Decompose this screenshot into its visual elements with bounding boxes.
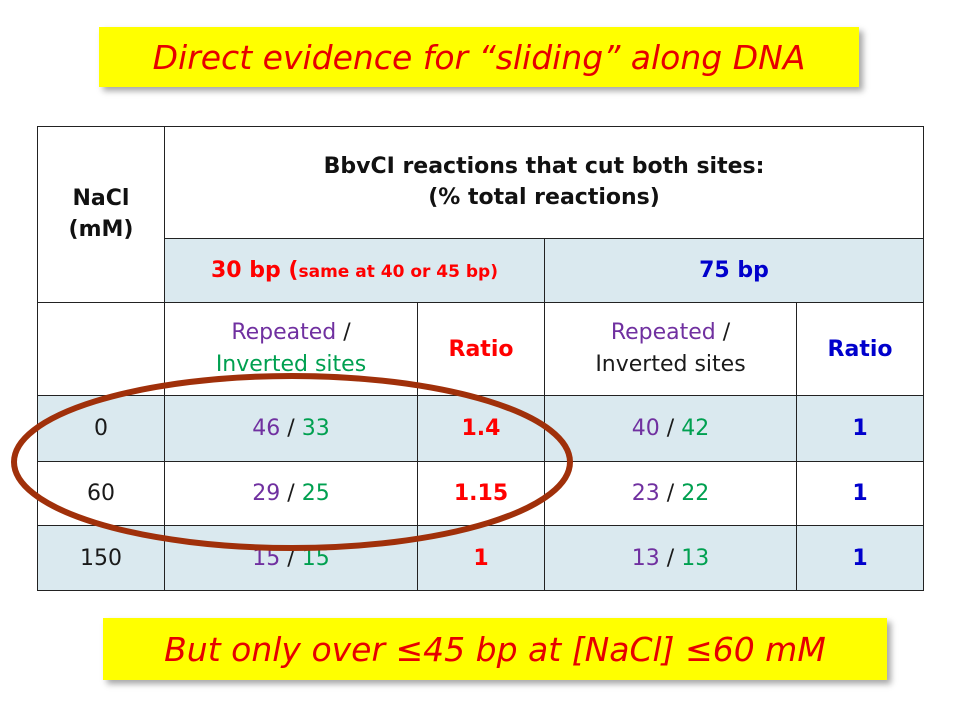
ratio-30bp: 1.15: [417, 461, 545, 526]
inverted-value: 25: [301, 481, 330, 506]
subheader-slash: /: [336, 320, 351, 346]
subheader-30bp-ratio: Ratio: [417, 302, 545, 396]
value-separator: /: [659, 416, 682, 441]
repeated-value: 46: [252, 416, 281, 441]
subheader-75bp-sites: Repeated / Inverted sites: [544, 302, 797, 396]
value-separator: /: [659, 481, 682, 506]
ratio-75bp: 1: [795, 525, 925, 591]
group-75bp-header: 75 bp: [543, 238, 925, 303]
repeated-value: 23: [631, 481, 660, 506]
ratio-30bp: 1: [417, 525, 545, 591]
value-separator: /: [659, 545, 682, 571]
ratio-75bp: 1: [795, 461, 925, 526]
subheader-inverted: Inverted sites: [215, 352, 367, 377]
main-header-line1: BbvCI reactions that cut both sites:: [323, 153, 765, 179]
nacl-value: 0: [37, 395, 165, 462]
inverted-value: 15: [301, 545, 330, 571]
repeated-value: 15: [252, 545, 281, 571]
value-separator: /: [280, 481, 302, 506]
subheader-slash: /: [715, 320, 731, 346]
nacl-header-unit: (mM): [68, 216, 134, 242]
title-banner: Direct evidence for “sliding” along DNA: [99, 27, 859, 87]
sites-30bp: 29 / 25: [164, 461, 418, 526]
sites-30bp: 46 / 33: [164, 395, 418, 462]
main-header: BbvCI reactions that cut both sites: (% …: [163, 126, 925, 239]
subheader-repeated: Repeated: [610, 320, 716, 346]
slide-title: Direct evidence for “sliding” along DNA: [152, 37, 806, 77]
sites-75bp: 13 / 13: [544, 525, 797, 591]
nacl-header-label: NaCl: [72, 185, 130, 211]
inverted-value: 13: [681, 545, 710, 571]
subheader-30bp-sites: Repeated / Inverted sites: [164, 302, 418, 396]
sites-75bp: 23 / 22: [544, 461, 797, 526]
nacl-value: 60: [37, 461, 165, 526]
subheader-repeated: Repeated: [231, 320, 337, 346]
empty-subheader-cell: [37, 302, 165, 396]
sliding-data-table: NaCl (mM) BbvCI reactions that cut both …: [37, 126, 925, 591]
sites-30bp: 15 / 15: [164, 525, 418, 591]
subheader-75bp-ratio: Ratio: [795, 302, 925, 396]
repeated-value: 29: [252, 481, 281, 506]
subheader-inverted: Inverted sites: [595, 352, 746, 377]
repeated-value: 40: [631, 416, 660, 441]
value-separator: /: [280, 545, 302, 571]
nacl-header: NaCl (mM): [37, 126, 165, 303]
group-75bp-label: 75 bp: [699, 258, 769, 283]
ratio-30bp: 1.4: [417, 395, 545, 462]
inverted-value: 22: [681, 481, 710, 506]
group-30bp-label: 30 bp (: [211, 258, 299, 283]
footer-caption: But only over ≤45 bp at [NaCl] ≤60 mM: [164, 629, 826, 669]
footer-banner: But only over ≤45 bp at [NaCl] ≤60 mM: [103, 618, 887, 680]
group-30bp-note: same at 40 or 45 bp): [298, 262, 498, 282]
sites-75bp: 40 / 42: [544, 395, 797, 462]
inverted-value: 33: [301, 416, 330, 441]
value-separator: /: [280, 416, 302, 441]
group-30bp-header: 30 bp (same at 40 or 45 bp): [164, 238, 545, 303]
main-header-line2: (% total reactions): [428, 184, 660, 210]
ratio-75bp: 1: [795, 395, 925, 462]
inverted-value: 42: [681, 416, 710, 441]
nacl-value: 150: [37, 525, 165, 591]
repeated-value: 13: [631, 545, 660, 571]
